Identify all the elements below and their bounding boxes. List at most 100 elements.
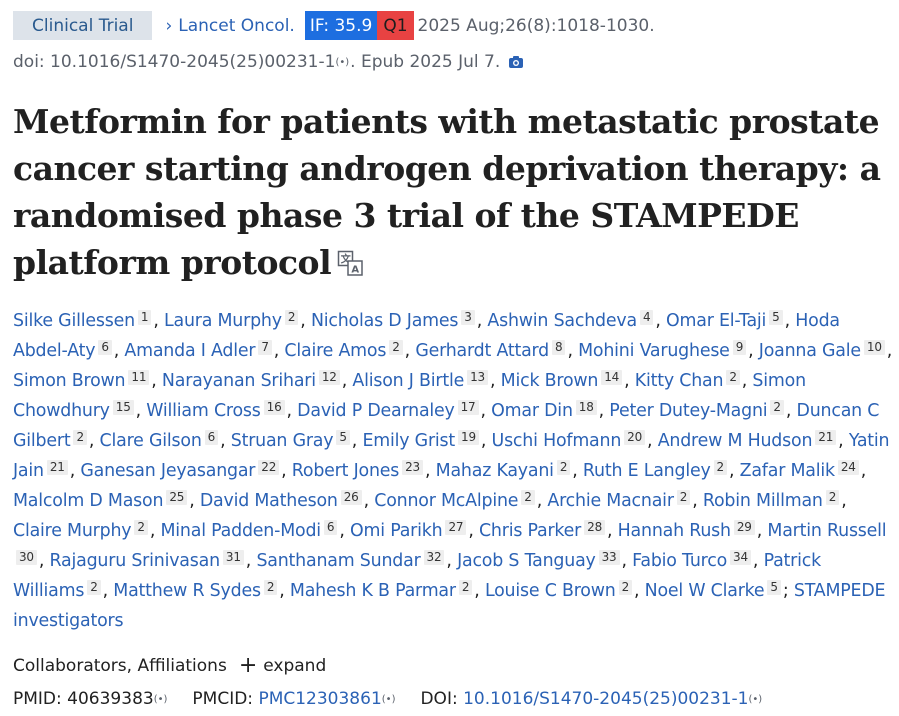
- affiliation-number[interactable]: 2: [521, 490, 535, 505]
- affiliation-number[interactable]: 12: [318, 370, 340, 385]
- affiliation-number[interactable]: 9: [732, 340, 747, 355]
- affiliation-number[interactable]: 2: [825, 490, 840, 505]
- affiliation-number[interactable]: 23: [402, 460, 423, 475]
- affiliation-number[interactable]: 18: [575, 400, 597, 415]
- affiliation-number[interactable]: 21: [815, 430, 837, 445]
- author-name-link[interactable]: Noel W Clarke: [644, 581, 765, 601]
- author-name-link[interactable]: Louise C Brown: [484, 581, 616, 601]
- author-name-link[interactable]: Robin Millman: [702, 491, 823, 511]
- author-name-link[interactable]: Omar Din: [491, 401, 573, 421]
- affiliation-number[interactable]: 2: [73, 430, 87, 445]
- affiliation-number[interactable]: 2: [134, 520, 148, 535]
- author-name-link[interactable]: Claire Murphy: [13, 521, 132, 541]
- affiliation-number[interactable]: 29: [733, 520, 755, 535]
- author-name-link[interactable]: Omar El-Taji: [666, 311, 767, 331]
- affiliation-number[interactable]: 2: [618, 580, 632, 595]
- affiliation-number[interactable]: 24: [837, 460, 859, 475]
- affiliation-number[interactable]: 16: [263, 400, 285, 415]
- author-name-link[interactable]: Matthew R Sydes: [113, 581, 261, 601]
- author-name-link[interactable]: Rajaguru Srinivasan: [49, 551, 221, 571]
- author-name-link[interactable]: David P Dearnaley: [297, 401, 455, 421]
- affiliation-number[interactable]: 5: [336, 430, 350, 445]
- affiliation-number[interactable]: 6: [98, 340, 112, 355]
- author-name-link[interactable]: Hannah Rush: [617, 521, 731, 541]
- author-name-link[interactable]: Clare Gilson: [99, 431, 202, 451]
- author-name-link[interactable]: Emily Grist: [362, 431, 456, 451]
- affiliation-number[interactable]: 30: [16, 550, 37, 565]
- author-name-link[interactable]: Ruth E Langley: [582, 461, 711, 481]
- affiliation-number[interactable]: 11: [128, 370, 150, 385]
- author-name-link[interactable]: Joanna Gale: [758, 341, 861, 361]
- group-author-link[interactable]: STAMPEDE investigators: [13, 581, 886, 631]
- author-name-link[interactable]: Nicholas D James: [310, 311, 459, 331]
- author-name-link[interactable]: Chris Parker: [478, 521, 582, 541]
- affiliation-number[interactable]: 26: [340, 490, 362, 505]
- author-name-link[interactable]: Omi Parikh: [350, 521, 443, 541]
- author-name-link[interactable]: Uschi Hofmann: [491, 431, 622, 451]
- author-name-link[interactable]: Ashwin Sachdeva: [487, 311, 637, 331]
- author-name-link[interactable]: Andrew M Hudson: [657, 431, 813, 451]
- author-name-link[interactable]: Robert Jones: [291, 461, 400, 481]
- affiliation-number[interactable]: 17: [457, 400, 479, 415]
- affiliation-number[interactable]: 33: [598, 550, 620, 565]
- author-name-link[interactable]: Archie Macnair: [547, 491, 674, 511]
- collaborators-affiliations-toggle[interactable]: Collaborators, Affiliations + expand: [13, 654, 326, 678]
- author-name-link[interactable]: Simon Brown: [13, 371, 126, 391]
- author-name-link[interactable]: Kitty Chan: [634, 371, 724, 391]
- journal-link[interactable]: Lancet Oncol.: [178, 15, 295, 36]
- pmcid-link[interactable]: PMC12303861: [258, 689, 382, 709]
- author-name-link[interactable]: Peter Dutey-Magni: [609, 401, 768, 421]
- affiliation-number[interactable]: 2: [389, 340, 403, 355]
- affiliation-number[interactable]: 2: [726, 370, 740, 385]
- author-name-link[interactable]: Struan Gray: [230, 431, 334, 451]
- author-name-link[interactable]: Mohini Varughese: [578, 341, 730, 361]
- affiliation-number[interactable]: 6: [323, 520, 338, 535]
- affiliation-number[interactable]: 15: [112, 400, 134, 415]
- doi-broadcast-icon[interactable]: (•): [748, 693, 763, 705]
- author-name-link[interactable]: Gerhardt Attard: [415, 341, 550, 361]
- affiliation-number[interactable]: 8: [552, 340, 566, 355]
- affiliation-number[interactable]: 31: [222, 550, 244, 565]
- doi-link[interactable]: 10.1016/S1470-2045(25)00231-1: [463, 689, 749, 709]
- author-name-link[interactable]: Ganesan Jeyasangar: [80, 461, 256, 481]
- affiliation-number[interactable]: 2: [770, 400, 784, 415]
- pmcid-broadcast-icon[interactable]: (•): [381, 693, 396, 705]
- author-name-link[interactable]: Mahesh K B Parmar: [289, 581, 456, 601]
- author-name-link[interactable]: Minal Padden-Modi: [160, 521, 321, 541]
- affiliation-number[interactable]: 5: [767, 580, 781, 595]
- author-name-link[interactable]: Laura Murphy: [164, 311, 282, 331]
- affiliation-number[interactable]: 32: [423, 550, 445, 565]
- affiliation-number[interactable]: 14: [601, 370, 623, 385]
- author-name-link[interactable]: Yatin Jain: [13, 431, 890, 481]
- affiliation-number[interactable]: 2: [458, 580, 473, 595]
- affiliation-number[interactable]: 19: [458, 430, 479, 445]
- author-name-link[interactable]: David Matheson: [199, 491, 338, 511]
- translate-icon[interactable]: 文 A: [337, 250, 364, 277]
- camera-icon[interactable]: [508, 55, 524, 69]
- affiliation-number[interactable]: 34: [730, 550, 751, 565]
- affiliation-number[interactable]: 22: [258, 460, 280, 475]
- affiliation-number[interactable]: 28: [584, 520, 606, 535]
- affiliation-number[interactable]: 20: [624, 430, 646, 445]
- affiliation-number[interactable]: 10: [863, 340, 885, 355]
- author-name-link[interactable]: Simon Chowdhury: [13, 371, 806, 421]
- affiliation-number[interactable]: 13: [467, 370, 488, 385]
- author-name-link[interactable]: Mahaz Kayani: [435, 461, 554, 481]
- affiliation-number[interactable]: 2: [263, 580, 278, 595]
- affiliation-number[interactable]: 21: [46, 460, 68, 475]
- author-name-link[interactable]: Connor McAlpine: [374, 491, 519, 511]
- author-name-link[interactable]: Jacob S Tanguay: [457, 551, 596, 571]
- author-name-link[interactable]: Duncan C Gilbert: [13, 401, 880, 451]
- affiliation-number[interactable]: 2: [713, 460, 727, 475]
- author-name-link[interactable]: Claire Amos: [284, 341, 387, 361]
- affiliation-number[interactable]: 2: [676, 490, 691, 505]
- author-name-link[interactable]: Alison J Birtle: [352, 371, 465, 391]
- affiliation-number[interactable]: 4: [639, 310, 654, 325]
- affiliation-number[interactable]: 6: [204, 430, 219, 445]
- publication-type-badge[interactable]: Clinical Trial: [13, 11, 153, 40]
- author-name-link[interactable]: Martin Russell: [767, 521, 887, 541]
- author-name-link[interactable]: Fabio Turco: [632, 551, 728, 571]
- affiliation-number[interactable]: 2: [556, 460, 571, 475]
- affiliation-number[interactable]: 2: [284, 310, 299, 325]
- broadcast-icon[interactable]: (•): [335, 56, 350, 68]
